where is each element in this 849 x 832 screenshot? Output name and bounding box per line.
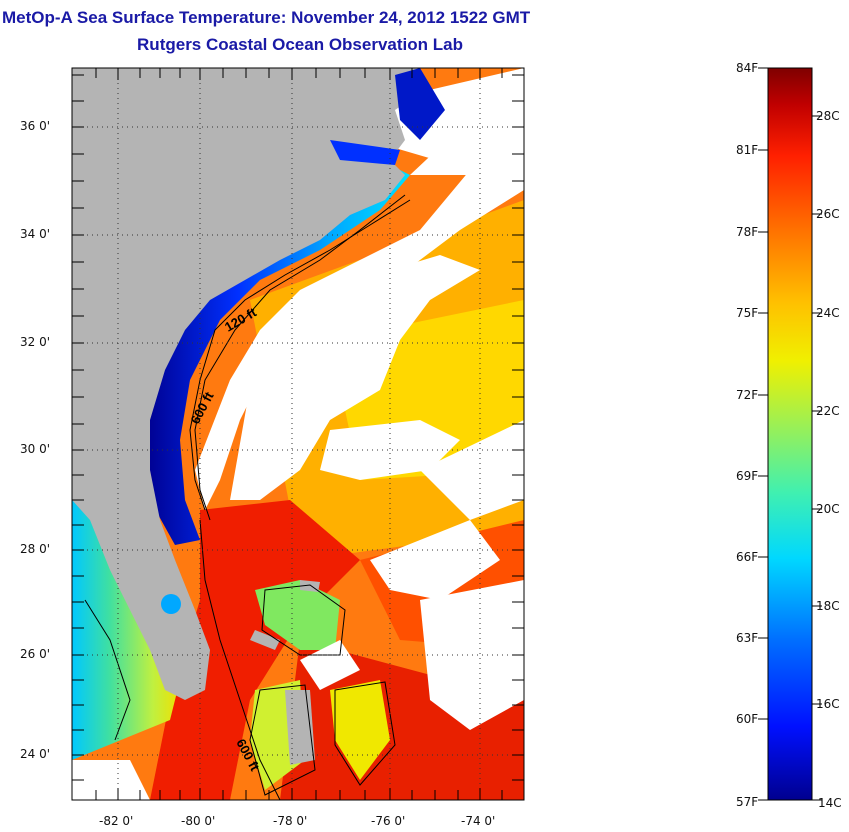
colorbar-label-f: 57F xyxy=(736,795,759,809)
land-mass xyxy=(72,68,420,700)
graticule xyxy=(72,68,524,800)
gulf-of-mexico-water xyxy=(72,490,180,760)
colorbar-label-f: 72F xyxy=(736,388,759,402)
lat-label-24: 24 0' xyxy=(20,747,51,761)
colorbar-label-c: 14C xyxy=(818,796,842,810)
colorbar-label-c: 18C xyxy=(816,599,840,613)
colorbar-label-c: 24C xyxy=(816,306,840,320)
lat-label-36: 36 0' xyxy=(20,119,51,133)
lon-label-82: -82 0' xyxy=(99,814,134,828)
axis-ticks xyxy=(72,68,524,800)
colorbar-label-c: 28C xyxy=(816,109,840,123)
lat-label-32: 32 0' xyxy=(20,335,51,349)
colorbar-label-f: 60F xyxy=(736,712,759,726)
lon-label-74: -74 0' xyxy=(461,814,496,828)
colorbar-label-f: 69F xyxy=(736,469,759,483)
colorbar-label-f: 84F xyxy=(736,61,759,75)
colorbar-label-f: 63F xyxy=(736,631,759,645)
lat-label-26: 26 0' xyxy=(20,647,51,661)
lat-label-30: 30 0' xyxy=(20,442,51,456)
colorbar-label-f: 66F xyxy=(736,550,759,564)
lon-label-80: -80 0' xyxy=(181,814,216,828)
colorbar-scale xyxy=(767,67,813,801)
lon-label-78: -78 0' xyxy=(273,814,308,828)
gulf-stream xyxy=(150,500,360,800)
map-title: MetOp-A Sea Surface Temperature: Novembe… xyxy=(2,8,531,27)
colorbar-label-c: 22C xyxy=(816,404,840,418)
map-subtitle: Rutgers Coastal Ocean Observation Lab xyxy=(137,35,463,54)
lat-label-34: 34 0' xyxy=(20,227,51,241)
colorbar-label-c: 26C xyxy=(816,207,840,221)
lon-label-76: -76 0' xyxy=(371,814,406,828)
colorbar-label-c: 16C xyxy=(816,697,840,711)
colorbar-label-f: 78F xyxy=(736,225,759,239)
map-frame xyxy=(71,67,525,801)
contour-600ft xyxy=(194,194,406,521)
colorbar-label-c: 20C xyxy=(816,502,840,516)
colorbar-label-f: 81F xyxy=(736,143,759,157)
colorbar-label-f: 75F xyxy=(736,306,759,320)
lat-label-28: 28 0' xyxy=(20,542,51,556)
